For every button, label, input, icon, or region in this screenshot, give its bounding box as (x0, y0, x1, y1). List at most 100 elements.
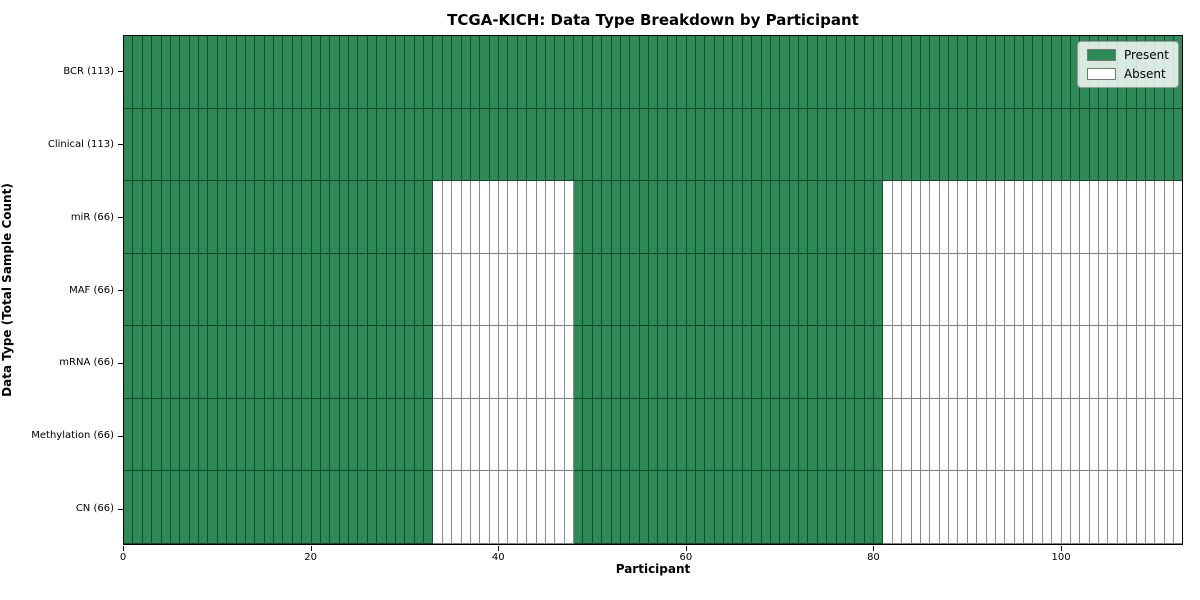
heatmap-cell (667, 181, 678, 254)
heatmap-cell (1089, 398, 1099, 472)
heatmap-cell (1155, 253, 1165, 327)
heatmap-cell (152, 253, 162, 327)
heatmap-cell (1099, 398, 1109, 472)
heatmap-cell (920, 36, 931, 109)
heatmap-cell (180, 471, 190, 545)
heatmap-cell (349, 471, 359, 545)
heatmap-cell (1145, 471, 1156, 545)
heatmap-cell (349, 326, 359, 399)
heatmap-cell (452, 326, 462, 399)
heatmap-cell (995, 326, 1006, 399)
heatmap-cell (574, 181, 584, 254)
heatmap-cell (1070, 326, 1081, 399)
heatmap-cell (1127, 398, 1137, 472)
heatmap-cell (142, 471, 153, 545)
heatmap-cell (170, 398, 181, 472)
heatmap-cell (677, 471, 687, 545)
heatmap-cell (817, 181, 828, 254)
heatmap-cell (545, 181, 556, 254)
heatmap-cell (639, 398, 649, 472)
heatmap-cell (517, 471, 528, 545)
heatmap-cell (245, 326, 256, 399)
heatmap-cell (995, 471, 1006, 545)
y-tick-mark (118, 71, 123, 73)
heatmap-cell (799, 471, 809, 545)
heatmap-cell (611, 326, 621, 399)
heatmap-cell (133, 471, 143, 545)
heatmap-cell (236, 398, 246, 472)
heatmap-cell (855, 253, 865, 327)
heatmap-cell (489, 471, 499, 545)
heatmap-cell (986, 181, 996, 254)
heatmap-cell (1070, 108, 1081, 182)
heatmap-cell (808, 326, 818, 399)
heatmap-cell (414, 36, 424, 109)
heatmap-cell (302, 398, 312, 472)
heatmap-cell (808, 181, 818, 254)
heatmap-cell (977, 36, 987, 109)
heatmap-cell (752, 326, 762, 399)
heatmap-cell (1033, 108, 1043, 182)
heatmap-cell (424, 398, 434, 472)
heatmap-cell (658, 253, 668, 327)
y-tick-mark (118, 508, 123, 510)
heatmap-cell (845, 253, 856, 327)
heatmap-cell (255, 108, 265, 182)
heatmap-cell (499, 181, 509, 254)
heatmap-cell (780, 181, 790, 254)
heatmap-cell (330, 181, 340, 254)
heatmap-cell (283, 471, 293, 545)
heatmap-cell (761, 181, 771, 254)
heatmap-cell (892, 253, 903, 327)
y-tick-label: Clinical (113) (47, 138, 114, 150)
heatmap-cell (1024, 181, 1034, 254)
heatmap-cell (1042, 398, 1053, 472)
heatmap-cell (1014, 326, 1024, 399)
heatmap-cell (470, 326, 481, 399)
chart-title: TCGA-KICH: Data Type Breakdown by Partic… (447, 11, 859, 29)
heatmap-cell (461, 326, 471, 399)
heatmap-cell (977, 181, 987, 254)
heatmap-cell (695, 471, 706, 545)
heatmap-cell (649, 253, 659, 327)
heatmap-cell (770, 253, 781, 327)
heatmap-cell (995, 108, 1006, 182)
heatmap-cell (995, 253, 1006, 327)
heatmap-cell (489, 326, 499, 399)
heatmap-cell (1052, 253, 1062, 327)
heatmap-cell (958, 108, 968, 182)
heatmap-cell (995, 398, 1006, 472)
heatmap-cell (433, 181, 443, 254)
heatmap-cell (939, 181, 949, 254)
heatmap-cell (864, 471, 874, 545)
heatmap-cell (161, 398, 171, 472)
heatmap-cell (827, 36, 837, 109)
heatmap-cell (817, 108, 828, 182)
heatmap-cell (770, 181, 781, 254)
heatmap-cell (620, 326, 631, 399)
heatmap-cell (330, 326, 340, 399)
heatmap-cell (1136, 398, 1146, 472)
heatmap-cell (667, 36, 678, 109)
heatmap-cell (874, 36, 884, 109)
heatmap-cell (630, 36, 640, 109)
heatmap-cell (789, 36, 799, 109)
heatmap-cell (630, 471, 640, 545)
heatmap-cell (339, 253, 349, 327)
heatmap-cell (733, 253, 743, 327)
heatmap-cell (639, 181, 649, 254)
plot-area: Present Absent (123, 35, 1183, 545)
heatmap-cell (1089, 108, 1099, 182)
heatmap-cell (517, 36, 528, 109)
heatmap-cell (583, 181, 593, 254)
heatmap-cell (142, 398, 153, 472)
heatmap-cell (377, 326, 387, 399)
heatmap-cell (995, 36, 1006, 109)
heatmap-cell (705, 181, 715, 254)
heatmap-cell (799, 108, 809, 182)
heatmap-cell (620, 108, 631, 182)
heatmap-cell (930, 181, 940, 254)
heatmap-cell (902, 471, 912, 545)
heatmap-cell (555, 36, 565, 109)
heatmap-cell (1108, 253, 1118, 327)
